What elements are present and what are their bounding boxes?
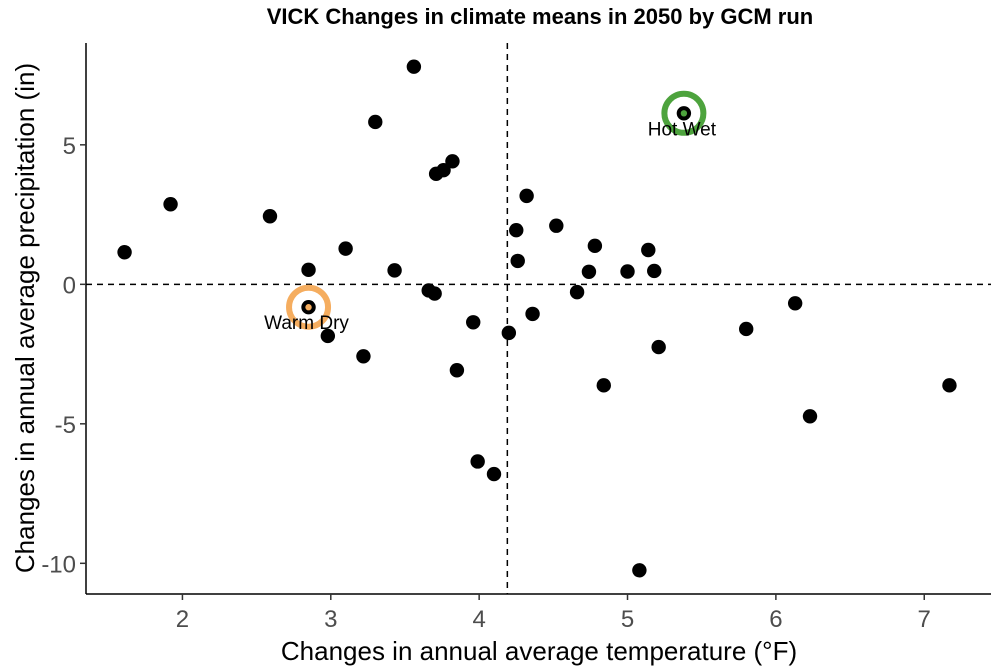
y-tick-label: -10 xyxy=(41,551,76,578)
y-tick-label: -5 xyxy=(55,412,76,439)
data-point xyxy=(427,286,442,301)
data-point xyxy=(486,466,502,482)
highlight-ring xyxy=(661,90,707,136)
chart-title: VICK Changes in climate means in 2050 by… xyxy=(267,4,814,29)
axes: 2 3 4 5 6 7 -10 -5 0 5 xyxy=(41,43,991,633)
data-point xyxy=(802,409,818,424)
data-point xyxy=(549,218,564,233)
data-point xyxy=(620,264,635,279)
data-point xyxy=(509,223,524,238)
data-point xyxy=(436,163,451,178)
data-point xyxy=(641,242,656,258)
x-tick-label: 4 xyxy=(472,606,485,633)
data-point xyxy=(942,378,957,393)
highlight-label: Warm Dry xyxy=(264,313,349,334)
data-point xyxy=(356,349,371,364)
highlight-label: Hot Wet xyxy=(648,119,717,140)
data-point xyxy=(387,263,402,278)
y-tick-label: 5 xyxy=(63,133,76,160)
data-point xyxy=(519,188,534,204)
highlight-point-center xyxy=(305,304,312,311)
highlight-point-center xyxy=(680,110,688,117)
x-tick-label: 6 xyxy=(769,606,782,633)
data-point xyxy=(587,238,603,254)
y-tick-label: 0 xyxy=(63,272,76,299)
data-point xyxy=(647,263,662,279)
data-point xyxy=(632,563,647,578)
data-point xyxy=(596,378,611,393)
data-point xyxy=(651,339,666,355)
x-tick-label: 5 xyxy=(621,606,634,633)
x-tick-label: 2 xyxy=(176,606,189,633)
highlight-ring xyxy=(286,284,332,330)
data-point xyxy=(338,241,353,256)
y-axis-label: Changes in annual average precipitation … xyxy=(10,63,40,573)
data-point xyxy=(739,321,754,337)
data-point xyxy=(510,253,525,269)
data-point xyxy=(262,209,278,224)
data-point xyxy=(466,315,481,330)
data-point xyxy=(163,197,178,212)
x-tick-label: 7 xyxy=(918,606,931,633)
data-point xyxy=(368,114,383,130)
plot-area: Warm Dry Hot Wet xyxy=(86,43,991,594)
data-point xyxy=(525,306,540,322)
x-axis-label: Changes in annual average temperature (°… xyxy=(281,636,797,666)
data-point xyxy=(501,325,517,341)
data-point xyxy=(449,363,465,378)
data-point xyxy=(301,262,316,278)
data-point xyxy=(569,284,585,300)
x-tick-label: 3 xyxy=(324,606,337,633)
data-point xyxy=(406,59,422,74)
data-point xyxy=(445,154,460,169)
data-point xyxy=(581,264,597,279)
data-point xyxy=(320,328,336,344)
data-point xyxy=(117,245,132,260)
data-point xyxy=(787,296,803,311)
data-point xyxy=(470,454,485,469)
